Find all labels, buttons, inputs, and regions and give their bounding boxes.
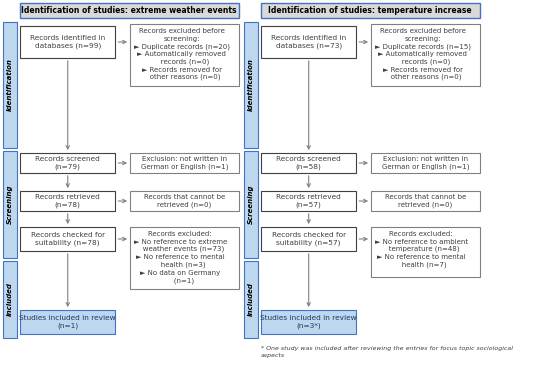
FancyBboxPatch shape bbox=[20, 26, 116, 58]
FancyBboxPatch shape bbox=[261, 227, 356, 251]
FancyBboxPatch shape bbox=[244, 261, 258, 338]
Text: Records retrieved
(n=78): Records retrieved (n=78) bbox=[36, 194, 100, 208]
FancyBboxPatch shape bbox=[20, 191, 116, 211]
Text: Identification: Identification bbox=[248, 59, 254, 111]
Text: Identification of studies: temperature increase: Identification of studies: temperature i… bbox=[269, 6, 472, 15]
FancyBboxPatch shape bbox=[20, 153, 116, 173]
FancyBboxPatch shape bbox=[371, 227, 480, 277]
FancyBboxPatch shape bbox=[3, 151, 18, 258]
FancyBboxPatch shape bbox=[261, 26, 356, 58]
FancyBboxPatch shape bbox=[371, 153, 480, 173]
FancyBboxPatch shape bbox=[261, 3, 480, 18]
FancyBboxPatch shape bbox=[244, 151, 258, 258]
FancyBboxPatch shape bbox=[130, 24, 239, 86]
Text: * One study was included after reviewing the entries for focus topic sociologica: * One study was included after reviewing… bbox=[261, 346, 513, 358]
Text: Records retrieved
(n=57): Records retrieved (n=57) bbox=[276, 194, 341, 208]
FancyBboxPatch shape bbox=[20, 3, 239, 18]
Text: Records checked for
suitability (n=78): Records checked for suitability (n=78) bbox=[31, 232, 105, 246]
Text: Records checked for
suitability (n=57): Records checked for suitability (n=57) bbox=[272, 232, 346, 246]
Text: Identification: Identification bbox=[7, 59, 13, 111]
Text: Records screened
(n=79): Records screened (n=79) bbox=[36, 156, 100, 170]
Text: Exclusion: not written in
German or English (n=1): Exclusion: not written in German or Engl… bbox=[382, 156, 469, 170]
Text: Records excluded:
► No reference to ambient
   temperature (n=48)
► No reference: Records excluded: ► No reference to ambi… bbox=[375, 231, 468, 268]
Text: Records excluded before
screening:
► Duplicate records (n=15)
► Automatically re: Records excluded before screening: ► Dup… bbox=[375, 28, 471, 81]
FancyBboxPatch shape bbox=[20, 310, 116, 334]
Text: Records excluded:
► No reference to extreme
   weather events (n=73)
► No refere: Records excluded: ► No reference to extr… bbox=[134, 231, 227, 284]
FancyBboxPatch shape bbox=[130, 227, 239, 289]
Text: Included: Included bbox=[248, 283, 254, 317]
Text: Included: Included bbox=[7, 283, 13, 317]
Text: Records that cannot be
retrieved (n=0): Records that cannot be retrieved (n=0) bbox=[385, 194, 466, 208]
Text: Records screened
(n=58): Records screened (n=58) bbox=[276, 156, 341, 170]
Text: Studies included in review
(n=1): Studies included in review (n=1) bbox=[19, 315, 116, 329]
Text: Records identified in
databases (n=99): Records identified in databases (n=99) bbox=[30, 35, 105, 49]
Text: Records that cannot be
retrieved (n=0): Records that cannot be retrieved (n=0) bbox=[144, 194, 225, 208]
Text: Screening: Screening bbox=[7, 185, 13, 224]
FancyBboxPatch shape bbox=[261, 191, 356, 211]
FancyBboxPatch shape bbox=[130, 153, 239, 173]
FancyBboxPatch shape bbox=[3, 261, 18, 338]
Text: Records excluded before
screening:
► Duplicate records (n=20)
► Automatically re: Records excluded before screening: ► Dup… bbox=[134, 28, 230, 81]
FancyBboxPatch shape bbox=[371, 24, 480, 86]
Text: Identification of studies: extreme weather events: Identification of studies: extreme weath… bbox=[21, 6, 237, 15]
FancyBboxPatch shape bbox=[261, 153, 356, 173]
Text: Records identified in
databases (n=73): Records identified in databases (n=73) bbox=[271, 35, 346, 49]
Text: Studies included in review
(n=3*): Studies included in review (n=3*) bbox=[260, 315, 357, 329]
FancyBboxPatch shape bbox=[261, 310, 356, 334]
Text: Screening: Screening bbox=[248, 185, 254, 224]
Text: Exclusion: not written in
German or English (n=1): Exclusion: not written in German or Engl… bbox=[141, 156, 229, 170]
FancyBboxPatch shape bbox=[371, 191, 480, 211]
FancyBboxPatch shape bbox=[3, 22, 18, 148]
FancyBboxPatch shape bbox=[130, 191, 239, 211]
FancyBboxPatch shape bbox=[244, 22, 258, 148]
FancyBboxPatch shape bbox=[20, 227, 116, 251]
